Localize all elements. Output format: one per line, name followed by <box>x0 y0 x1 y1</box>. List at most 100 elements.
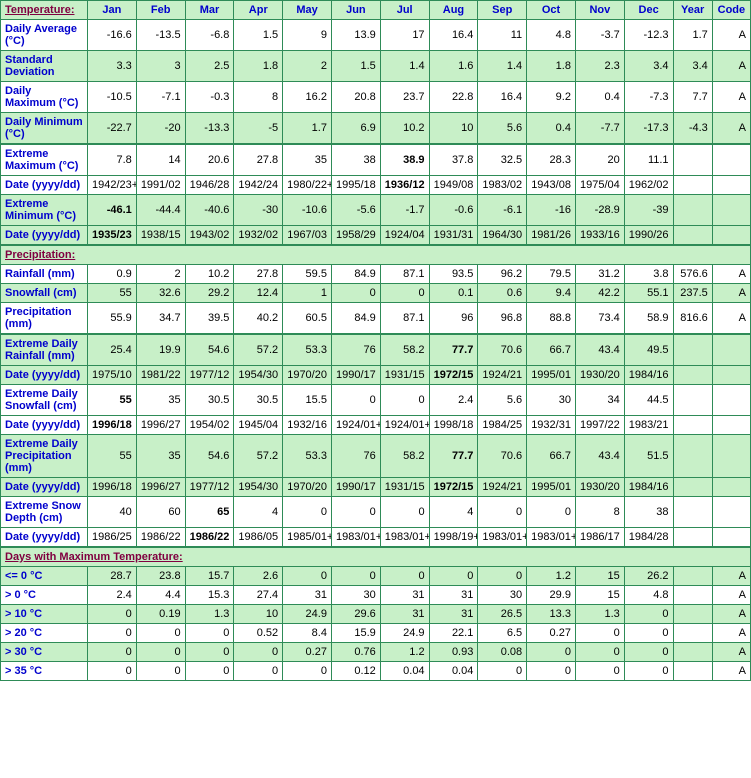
cell: 0 <box>283 497 332 528</box>
cell: 1985/01+ <box>283 528 332 548</box>
cell: 1984/28 <box>624 528 673 548</box>
cell: 7.8 <box>87 144 136 176</box>
table-row: > 0 °C2.44.415.327.4313031313029.9154.8A <box>1 586 751 605</box>
cell: 31 <box>283 586 332 605</box>
cell: 8 <box>575 497 624 528</box>
cell: 20 <box>575 144 624 176</box>
cell: 0 <box>87 643 136 662</box>
cell: 1954/02 <box>185 416 234 435</box>
cell <box>673 567 712 586</box>
cell: 1.4 <box>380 51 429 82</box>
cell: 9.4 <box>527 284 576 303</box>
cell: -30 <box>234 195 283 226</box>
cell: 39.5 <box>185 303 234 335</box>
cell: A <box>712 303 750 335</box>
col-dec: Dec <box>624 1 673 20</box>
cell: -46.1 <box>87 195 136 226</box>
cell: 55.9 <box>87 303 136 335</box>
cell: 1924/01+ <box>331 416 380 435</box>
col-jan: Jan <box>87 1 136 20</box>
cell: 0 <box>331 567 380 586</box>
cell: 0.4 <box>575 82 624 113</box>
section-row: Precipitation: <box>1 245 751 265</box>
cell: 5.6 <box>478 113 527 145</box>
cell: 1.6 <box>429 51 478 82</box>
cell <box>673 416 712 435</box>
row-label: > 30 °C <box>1 643 88 662</box>
cell: 4 <box>429 497 478 528</box>
cell: 1984/16 <box>624 366 673 385</box>
cell: A <box>712 82 750 113</box>
cell: 53.3 <box>283 334 332 366</box>
cell: 0 <box>575 643 624 662</box>
cell: 10.2 <box>380 113 429 145</box>
row-label: Daily Maximum (°C) <box>1 82 88 113</box>
cell: 0 <box>527 662 576 681</box>
cell: 0.93 <box>429 643 478 662</box>
cell: 55.1 <box>624 284 673 303</box>
cell: 1996/27 <box>136 416 185 435</box>
cell: 0.27 <box>283 643 332 662</box>
cell: 4.8 <box>527 20 576 51</box>
cell: 1924/21 <box>478 366 527 385</box>
cell: -39 <box>624 195 673 226</box>
cell: 13.9 <box>331 20 380 51</box>
table-row: Daily Maximum (°C)-10.5-7.1-0.3816.220.8… <box>1 82 751 113</box>
cell: 0 <box>380 284 429 303</box>
table-row: Daily Minimum (°C)-22.7-20-13.3-51.76.91… <box>1 113 751 145</box>
cell <box>712 195 750 226</box>
cell: 1964/30 <box>478 226 527 246</box>
cell: 1980/22+ <box>283 176 332 195</box>
cell: 1954/30 <box>234 478 283 497</box>
cell: 57.2 <box>234 435 283 478</box>
cell: 35 <box>136 435 185 478</box>
cell: -6.1 <box>478 195 527 226</box>
cell: 1983/21 <box>624 416 673 435</box>
cell: 2.5 <box>185 51 234 82</box>
cell: 0 <box>380 497 429 528</box>
cell: 22.1 <box>429 624 478 643</box>
cell: 55 <box>87 385 136 416</box>
cell: 96 <box>429 303 478 335</box>
cell: 1924/21 <box>478 478 527 497</box>
cell: 1986/05 <box>234 528 283 548</box>
cell: 15.9 <box>331 624 380 643</box>
row-label: Extreme Maximum (°C) <box>1 144 88 176</box>
table-row: Extreme Minimum (°C)-46.1-44.4-40.6-30-1… <box>1 195 751 226</box>
cell <box>712 435 750 478</box>
cell: 0 <box>429 567 478 586</box>
cell: 77.7 <box>429 435 478 478</box>
cell: 28.3 <box>527 144 576 176</box>
cell: 30 <box>478 586 527 605</box>
cell: 73.4 <box>575 303 624 335</box>
cell: 0 <box>380 385 429 416</box>
cell: 15.5 <box>283 385 332 416</box>
table-row: Rainfall (mm)0.9210.227.859.584.987.193.… <box>1 265 751 284</box>
cell: 1996/18 <box>87 416 136 435</box>
cell: 54.6 <box>185 334 234 366</box>
cell: 31 <box>429 605 478 624</box>
cell: 0 <box>87 624 136 643</box>
cell: 10 <box>429 113 478 145</box>
col-feb: Feb <box>136 1 185 20</box>
cell: 1984/25 <box>478 416 527 435</box>
cell: 1996/27 <box>136 478 185 497</box>
cell: 14 <box>136 144 185 176</box>
cell: 1997/22 <box>575 416 624 435</box>
row-label: Daily Minimum (°C) <box>1 113 88 145</box>
table-row: Standard Deviation3.332.51.821.51.41.61.… <box>1 51 751 82</box>
cell: 76 <box>331 435 380 478</box>
cell <box>673 144 712 176</box>
cell: -13.5 <box>136 20 185 51</box>
cell <box>712 497 750 528</box>
col-year: Year <box>673 1 712 20</box>
cell: 1996/18 <box>87 478 136 497</box>
cell: -0.3 <box>185 82 234 113</box>
cell: 8.4 <box>283 624 332 643</box>
col-aug: Aug <box>429 1 478 20</box>
cell <box>712 144 750 176</box>
cell: 1984/16 <box>624 478 673 497</box>
cell: -4.3 <box>673 113 712 145</box>
cell: 0.4 <box>527 113 576 145</box>
cell: A <box>712 51 750 82</box>
